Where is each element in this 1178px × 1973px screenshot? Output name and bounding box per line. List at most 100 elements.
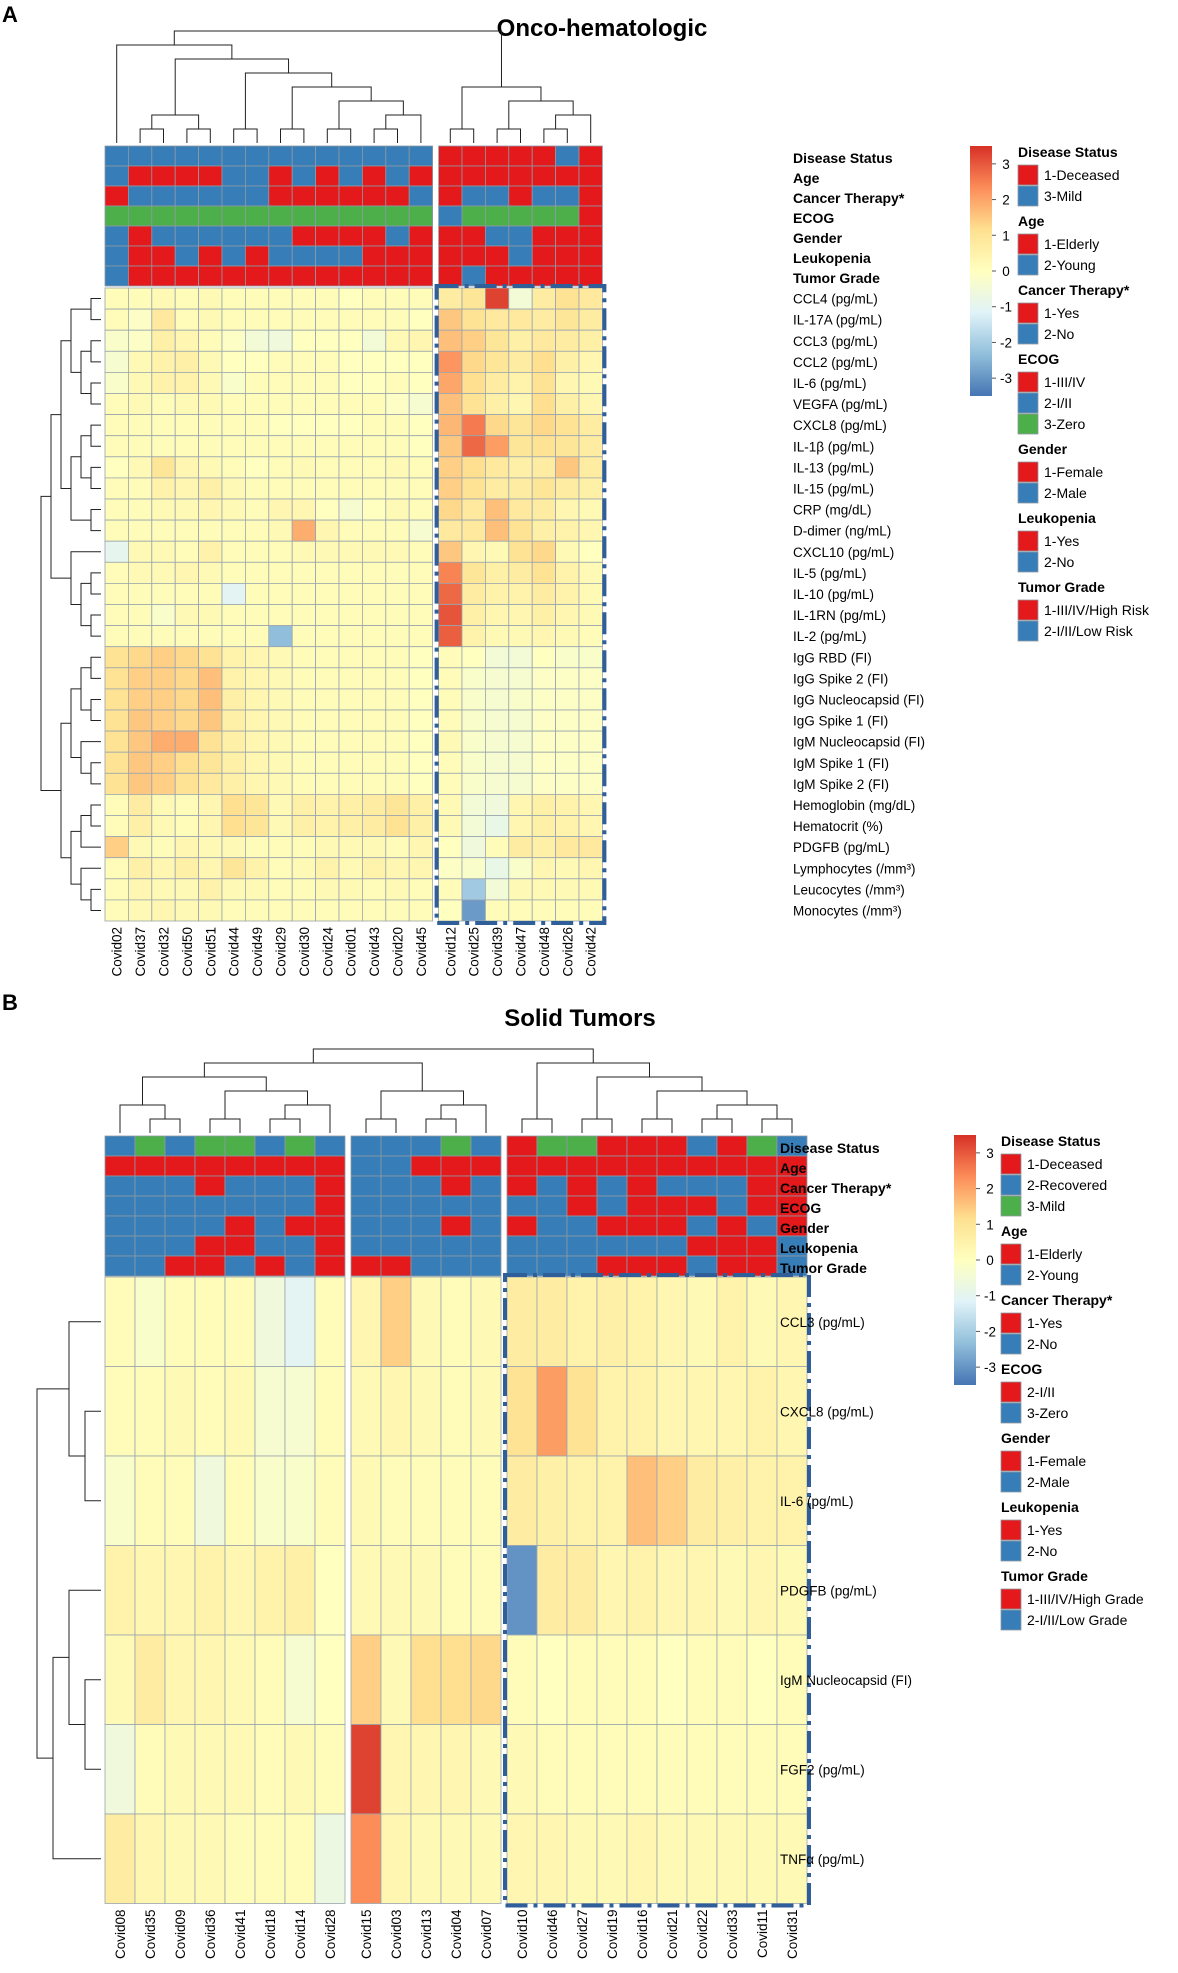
annotation-cell-cancer-therapy xyxy=(536,1175,568,1197)
heatmap-cell xyxy=(284,1366,316,1457)
heatmap-cell xyxy=(314,1455,346,1546)
heatmap-cell xyxy=(221,604,246,627)
heatmap-cell xyxy=(484,519,510,542)
heatmap-cell xyxy=(244,540,270,563)
heatmap-cell xyxy=(151,498,176,521)
legend-swatch xyxy=(1000,1402,1022,1424)
annotation-cell-disease-status xyxy=(461,145,486,167)
annotation-cell-gender xyxy=(268,225,293,247)
heatmap-cell xyxy=(315,329,340,352)
annotation-cell-age xyxy=(268,165,293,187)
heatmap-cell xyxy=(198,667,223,690)
heatmap-cell xyxy=(221,329,246,352)
heatmap-cell xyxy=(438,393,463,416)
heatmap-cell xyxy=(221,583,246,605)
heatmap-cell xyxy=(408,688,434,711)
row-label: IL-2 (pg/mL) xyxy=(793,629,867,644)
heatmap-cell xyxy=(461,414,486,437)
annotation-cell-cancer-therapy xyxy=(626,1175,658,1197)
annotation-cell-cancer-therapy xyxy=(508,185,533,207)
heatmap-cell xyxy=(506,1813,538,1904)
heatmap-cell xyxy=(291,899,317,922)
annotation-cell-disease-status xyxy=(508,145,533,167)
heatmap-cell xyxy=(268,287,293,310)
heatmap-cell xyxy=(531,730,557,753)
heatmap-cell xyxy=(291,878,317,901)
heatmap-cell xyxy=(361,540,387,563)
legend-title-ecog: ECOG xyxy=(1018,351,1059,367)
heatmap-cell xyxy=(221,899,246,922)
heatmap-cell xyxy=(198,561,223,584)
annotation-cell-tumor-grade xyxy=(254,1255,286,1277)
heatmap-cell xyxy=(531,308,557,331)
heatmap-cell xyxy=(408,540,434,563)
legend-title-leukopenia: Leukopenia xyxy=(1001,1499,1079,1515)
annotation-cell-tumor-grade xyxy=(151,265,176,287)
annotation-cell-gender xyxy=(716,1215,748,1237)
heatmap-cell xyxy=(127,836,153,859)
legend-item-label: 1-Yes xyxy=(1044,305,1079,321)
heatmap-cell xyxy=(174,688,199,711)
annotation-cell-cancer-therapy xyxy=(470,1175,502,1197)
heatmap-cell xyxy=(484,435,510,458)
column-label: Covid04 xyxy=(449,1909,464,1959)
heatmap-cell xyxy=(244,583,270,605)
heatmap-cell xyxy=(104,287,129,310)
annotation-cell-cancer-therapy xyxy=(224,1175,256,1197)
heatmap-cell xyxy=(151,878,176,901)
annotation-cell-disease-status xyxy=(361,145,387,167)
heatmap-cell xyxy=(221,667,246,690)
heatmap-cell xyxy=(470,1366,502,1457)
heatmap-cell xyxy=(338,836,363,859)
heatmap-cell xyxy=(104,308,129,331)
heatmap-cell xyxy=(686,1455,718,1546)
annotation-cell-cancer-therapy xyxy=(268,185,293,207)
heatmap-cell xyxy=(438,519,463,542)
column-label: Covid51 xyxy=(203,927,218,977)
heatmap-cell xyxy=(555,329,580,352)
heatmap-cell xyxy=(656,1813,688,1904)
heatmap-cell xyxy=(508,477,533,500)
heatmap-cell xyxy=(484,329,510,352)
annotation-cell-cancer-therapy xyxy=(596,1175,628,1197)
heatmap-cell xyxy=(338,583,363,605)
heatmap-cell xyxy=(361,688,387,711)
heatmap-cell xyxy=(291,836,317,859)
heatmap-cell xyxy=(461,667,486,690)
heatmap-cell xyxy=(408,899,434,922)
heatmap-cell xyxy=(127,456,153,479)
annotation-cell-gender xyxy=(686,1215,718,1237)
annotation-cell-cancer-therapy xyxy=(194,1175,226,1197)
column-label: Covid20 xyxy=(391,927,406,977)
color-scale-tick-label: 2 xyxy=(1002,193,1010,208)
heatmap-cell xyxy=(254,1455,286,1546)
heatmap-cell xyxy=(385,625,410,648)
heatmap-cell xyxy=(484,688,510,711)
heatmap-cell xyxy=(104,815,129,838)
heatmap-cell xyxy=(198,477,223,500)
heatmap-cell xyxy=(268,350,293,373)
heatmap-cell xyxy=(134,1276,166,1367)
legend-swatch xyxy=(1017,392,1039,414)
heatmap-cell xyxy=(555,287,580,310)
annotation-cell-age xyxy=(127,165,153,187)
heatmap-cell xyxy=(338,857,363,880)
annotation-cell-disease-status xyxy=(686,1135,718,1157)
heatmap-cell xyxy=(244,772,270,795)
annotation-cell-ecog xyxy=(268,205,293,227)
heatmap-cell xyxy=(291,393,317,416)
heatmap-cell xyxy=(438,878,463,901)
heatmap-cell xyxy=(484,540,510,563)
heatmap-cell xyxy=(134,1724,166,1815)
row-label: IgG RBD (FI) xyxy=(793,650,872,665)
annotation-cell-gender xyxy=(314,1215,346,1237)
legend-swatch xyxy=(1017,302,1039,324)
heatmap-cell xyxy=(508,688,533,711)
annotation-label-cancer-therapy: Cancer Therapy* xyxy=(780,1180,892,1196)
annotation-cell-ecog xyxy=(508,205,533,227)
heatmap-cell xyxy=(284,1276,316,1367)
heatmap-cell xyxy=(716,1366,748,1457)
heatmap-cell xyxy=(408,709,434,732)
heatmap-cell xyxy=(531,667,557,690)
heatmap-cell xyxy=(508,435,533,458)
